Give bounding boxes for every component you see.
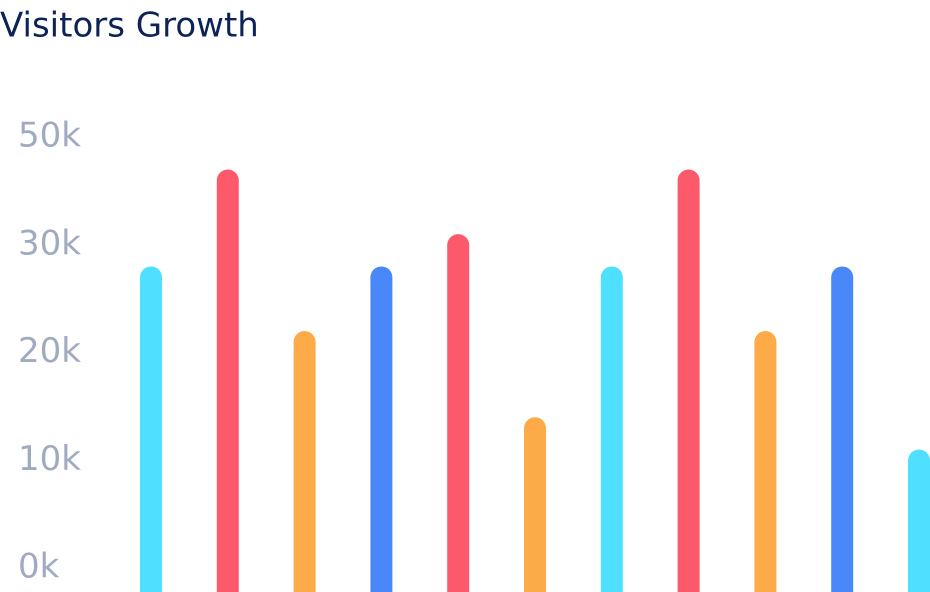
- y-tick-label: 30k: [18, 223, 81, 263]
- y-tick-label: 50k: [18, 116, 81, 156]
- bar: [370, 266, 393, 592]
- bar: [908, 449, 930, 592]
- bar: [447, 234, 470, 592]
- bar: [293, 331, 316, 592]
- y-tick-label: 10k: [18, 439, 81, 479]
- y-tick-label: 20k: [18, 331, 81, 371]
- bar: [754, 331, 777, 592]
- bar: [831, 266, 854, 592]
- bar: [524, 417, 546, 592]
- bar: [600, 266, 623, 592]
- chart-title: Visitors Growth: [0, 6, 259, 46]
- bar: [140, 266, 162, 592]
- y-tick-label: 0k: [18, 547, 60, 587]
- bar: [216, 169, 239, 592]
- bar: [677, 169, 700, 592]
